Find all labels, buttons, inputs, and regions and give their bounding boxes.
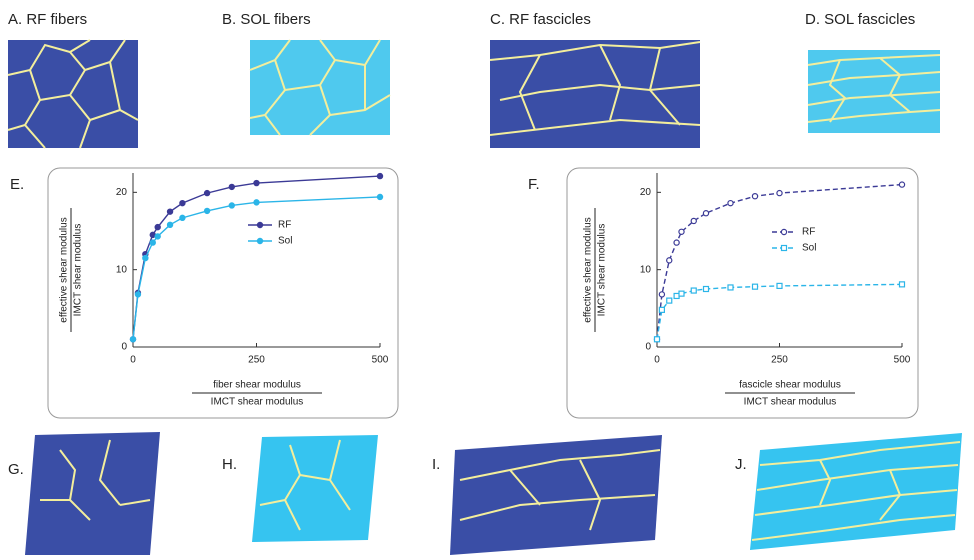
x-label-denominator: IMCT shear modulus	[211, 397, 304, 408]
legend-label: RF	[802, 227, 815, 238]
marker	[653, 336, 661, 343]
y-tick-label: 20	[116, 187, 128, 198]
series-line	[656, 183, 903, 340]
chart-frame	[47, 167, 399, 419]
panel-label: H.	[222, 456, 237, 473]
y-label-numerator: effective shear modulus	[583, 217, 594, 322]
panel-label: G.	[8, 461, 24, 478]
marker	[142, 254, 149, 262]
marker	[666, 257, 673, 264]
y-tick-label: 10	[116, 264, 128, 275]
marker	[154, 223, 161, 231]
marker	[166, 208, 174, 215]
marker	[129, 336, 137, 343]
x-tick-label: 500	[372, 355, 389, 366]
marker	[228, 202, 235, 209]
marker	[658, 306, 666, 313]
marker	[154, 233, 161, 240]
marker	[702, 210, 710, 217]
x-tick-label: 0	[130, 355, 136, 366]
marker	[727, 284, 734, 291]
marker	[702, 285, 710, 293]
marker	[179, 214, 186, 222]
y-label-denominator: IMCT shear modulus	[73, 224, 84, 317]
marker	[203, 207, 211, 215]
y-axis-label: effective shear modulus IMCT shear modulu…	[59, 208, 84, 332]
marker	[678, 290, 685, 297]
sol-fibers-image	[249, 39, 391, 136]
marker	[166, 221, 174, 229]
sol-fibers-3d-image	[252, 435, 378, 542]
y-tick-label: 20	[640, 187, 652, 198]
rf-fibers-image	[7, 39, 139, 149]
x-label-numerator: fascicle shear modulus	[739, 380, 841, 391]
chart-frame	[566, 167, 919, 419]
rf-fibers-3d-image	[25, 432, 160, 555]
marker	[690, 287, 697, 294]
marker	[776, 189, 783, 197]
y-tick-label: 10	[640, 264, 652, 275]
legend-marker	[780, 228, 788, 236]
marker	[203, 189, 211, 197]
legend-label: Sol	[278, 236, 292, 247]
x-tick-label: 250	[771, 355, 788, 366]
marker	[727, 199, 734, 207]
legend-marker	[256, 221, 264, 229]
legend-marker	[780, 244, 788, 252]
marker	[253, 199, 260, 206]
sol-fascicles-3d-image	[750, 433, 962, 550]
marker	[149, 239, 156, 246]
series-line	[132, 196, 381, 340]
marker	[898, 181, 906, 188]
marker	[376, 193, 384, 201]
marker	[179, 199, 186, 207]
panel-label: C. RF fascicles	[490, 11, 591, 28]
sol-fascicles-image	[807, 50, 941, 133]
legend-label: Sol	[802, 243, 816, 254]
marker	[228, 183, 235, 191]
marker	[658, 291, 666, 298]
marker	[751, 283, 759, 290]
marker	[134, 291, 142, 298]
x-label-denominator: IMCT shear modulus	[744, 397, 837, 408]
panel-label: D. SOL fascicles	[805, 11, 915, 28]
chart-label: E.	[10, 176, 24, 193]
marker	[666, 297, 673, 304]
marker	[673, 292, 680, 300]
marker	[678, 228, 685, 235]
legend-label: RF	[278, 220, 291, 231]
marker	[253, 179, 260, 187]
y-tick-label: 0	[645, 342, 651, 353]
rf-fascicles-image	[489, 40, 701, 148]
marker	[776, 282, 783, 290]
chart-label: F.	[528, 176, 540, 193]
x-label-numerator: fiber shear modulus	[213, 380, 301, 391]
panel-label: I.	[432, 456, 440, 473]
marker	[898, 281, 906, 288]
rf-fascicles-3d-image	[450, 435, 662, 555]
y-tick-label: 0	[121, 342, 127, 353]
x-tick-label: 250	[248, 355, 265, 366]
panel-label: B. SOL fibers	[222, 11, 311, 28]
marker	[673, 239, 680, 246]
legend-marker	[256, 237, 264, 245]
x-tick-label: 0	[654, 355, 660, 366]
marker	[690, 217, 697, 225]
y-label-denominator: IMCT shear modulus	[597, 224, 608, 317]
y-axis-label: effective shear modulus IMCT shear modulu…	[583, 208, 608, 332]
marker	[751, 192, 759, 200]
panel-label: A. RF fibers	[8, 11, 87, 28]
y-label-numerator: effective shear modulus	[59, 217, 70, 322]
x-tick-label: 500	[894, 355, 911, 366]
marker	[376, 172, 384, 180]
panel-label: J.	[735, 456, 747, 473]
